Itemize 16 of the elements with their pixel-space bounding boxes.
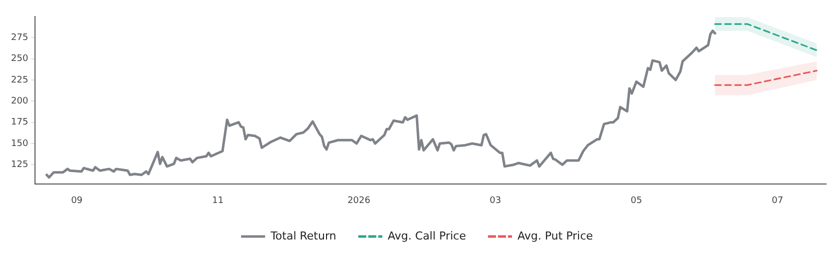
y-tick-label: 175 xyxy=(10,118,28,128)
y-tick-label: 200 xyxy=(10,96,28,106)
legend-label: Avg. Call Price xyxy=(388,229,466,242)
legend-label: Total Return xyxy=(270,229,336,242)
x-tick-label: 09 xyxy=(71,196,83,206)
y-tick-label: 225 xyxy=(10,75,28,86)
x-tick-label: 03 xyxy=(490,196,502,206)
y-tick-label: 125 xyxy=(10,160,28,170)
y-tick-label: 150 xyxy=(10,138,28,149)
x-tick-label: 2026 xyxy=(347,196,371,206)
x-tick-label: 07 xyxy=(772,196,784,206)
x-tick-label: 05 xyxy=(630,196,642,206)
y-tick-label: 275 xyxy=(10,32,28,43)
y-tick-label: 250 xyxy=(10,54,28,64)
legend-label: Avg. Put Price xyxy=(518,229,594,242)
x-tick-label: 11 xyxy=(212,196,224,206)
